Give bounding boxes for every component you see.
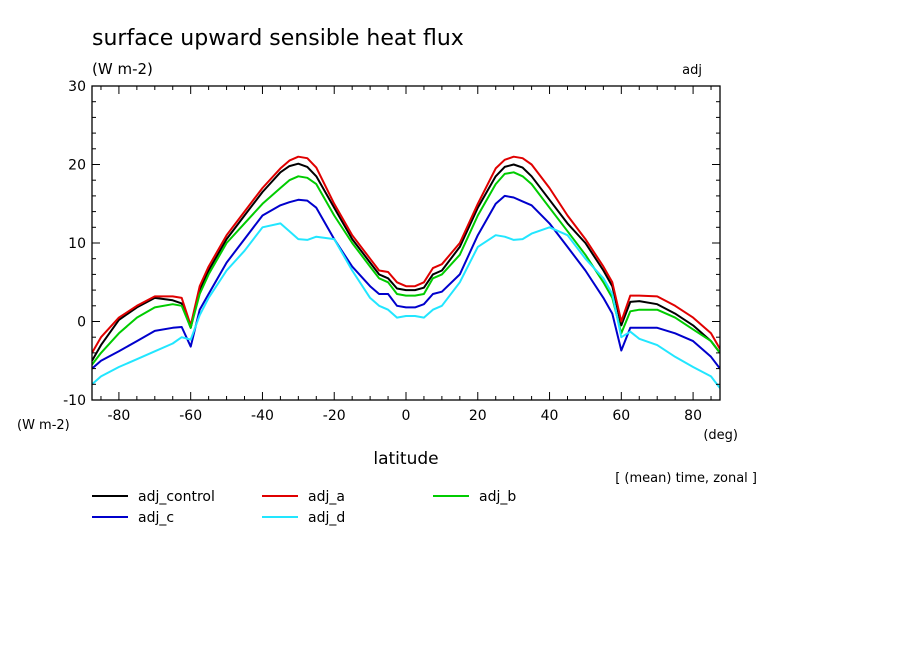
y-tick-label: 0 <box>77 315 86 331</box>
x-tick-label: 0 <box>402 408 411 424</box>
x-axis-unit: (deg) <box>703 428 738 443</box>
y-tick-label: 30 <box>68 79 86 95</box>
legend-item-adj-a: adj_a <box>262 489 345 505</box>
y-tick-label: -10 <box>63 393 86 409</box>
legend: adj_control adj_a adj_b adj_c adj_d <box>92 489 516 526</box>
y-axis-label: (W m-2) <box>17 418 70 433</box>
plot-area: -80 -60 -40 -20 0 20 40 60 80 -10 0 10 20 30 <box>63 79 721 424</box>
series-line-adj-d <box>92 222 720 389</box>
legend-item-adj-c: adj_c <box>92 510 174 526</box>
legend-label: adj_d <box>308 510 345 526</box>
x-tick-label: -20 <box>323 408 346 424</box>
corner-label: adj <box>682 63 702 78</box>
y-tick-label: 10 <box>68 236 86 252</box>
legend-item-adj-d: adj_d <box>262 510 345 526</box>
series-layer <box>92 155 720 389</box>
x-tick-label: 20 <box>469 408 487 424</box>
y-tick-label: 20 <box>68 158 86 174</box>
legend-label: adj_c <box>138 510 174 526</box>
legend-item-adj-b: adj_b <box>433 489 516 505</box>
tick-layer: -80 -60 -40 -20 0 20 40 60 80 -10 0 10 20 30 <box>63 79 720 424</box>
x-tick-label: 40 <box>541 408 559 424</box>
x-tick-label: 60 <box>612 408 630 424</box>
chart-title: surface upward sensible heat flux <box>92 26 464 51</box>
series-line-adj-control <box>92 162 720 362</box>
x-tick-label: 80 <box>684 408 702 424</box>
legend-item-adj-control: adj_control <box>92 489 215 505</box>
x-axis-label: latitude <box>373 449 438 469</box>
legend-label: adj_control <box>138 489 215 505</box>
chart-note: [ (mean) time, zonal ] <box>615 471 757 486</box>
x-tick-label: -60 <box>179 408 202 424</box>
plot-frame <box>91 85 721 401</box>
x-tick-label: -40 <box>251 408 274 424</box>
series-line-adj-c <box>92 194 720 370</box>
units-label: (W m-2) <box>92 60 153 78</box>
legend-label: adj_a <box>308 489 345 505</box>
series-line-adj-a <box>92 155 720 354</box>
x-tick-label: -80 <box>107 408 130 424</box>
legend-label: adj_b <box>479 489 516 505</box>
